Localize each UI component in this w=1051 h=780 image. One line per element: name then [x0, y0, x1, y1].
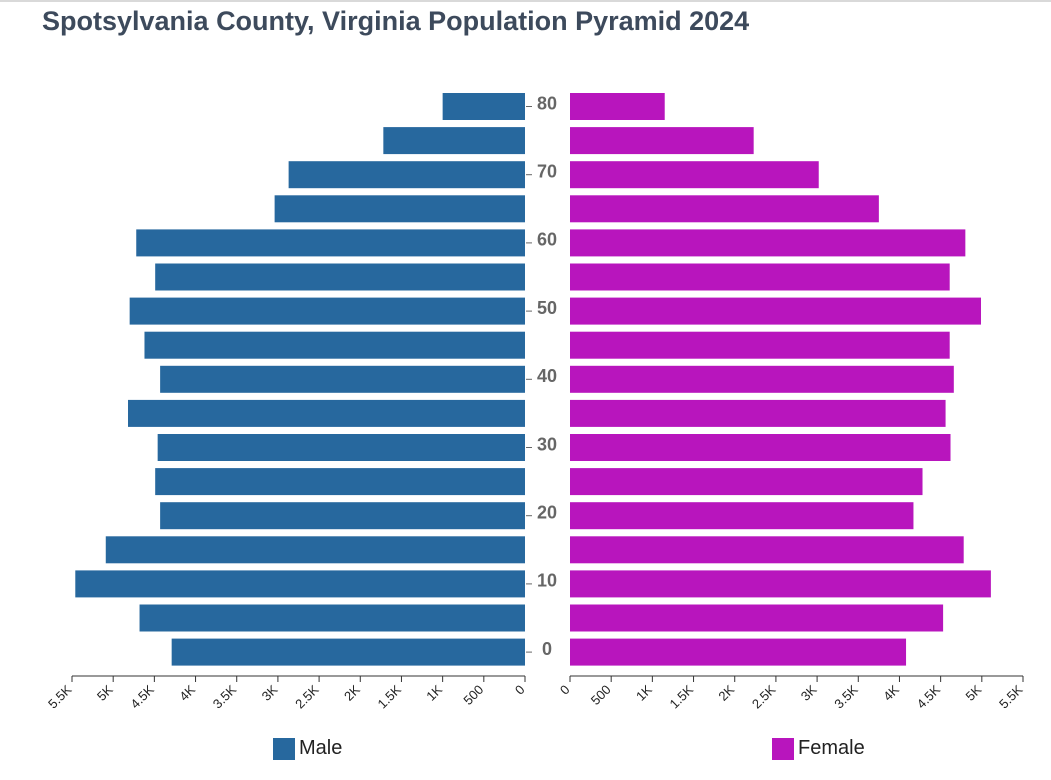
- female-bar-80: [570, 93, 665, 120]
- legend-male[interactable]: Male: [273, 737, 342, 760]
- legend-female[interactable]: Female: [772, 737, 865, 760]
- male-bar-20: [160, 502, 525, 530]
- male-bar-35: [128, 399, 526, 427]
- legend-female-swatch: [772, 737, 794, 760]
- male-bar-40: [160, 365, 525, 393]
- female-axis-label-3K: 3K: [798, 682, 820, 704]
- female-axis-label-0: 0: [557, 682, 573, 698]
- female-bar-25: [570, 468, 923, 496]
- female-bar-50: [570, 297, 981, 325]
- female-axis-label-4K: 4K: [880, 682, 902, 704]
- male-bar-55: [155, 263, 526, 291]
- male-bar-25: [155, 468, 526, 496]
- age-tick-label-60: 60: [537, 230, 557, 250]
- male-axis-label-3K: 3K: [259, 682, 281, 704]
- male-bar-65: [274, 195, 525, 223]
- female-bar-30: [570, 434, 951, 461]
- male-bar-10: [75, 570, 525, 598]
- male-axis-label-4.5K: 4.5K: [127, 682, 157, 712]
- female-bar-75: [570, 127, 754, 155]
- male-bar-30: [157, 434, 525, 461]
- female-axis-label-5.5K: 5.5K: [996, 682, 1026, 712]
- female-axis-label-2.5K: 2.5K: [749, 682, 779, 712]
- age-tick-label-30: 30: [537, 434, 557, 454]
- male-bar-60: [136, 229, 525, 257]
- male-bar-75: [383, 127, 525, 155]
- male-axis-label-1K: 1K: [423, 682, 445, 704]
- age-tick-label-80: 80: [537, 93, 557, 113]
- male-bar-70: [288, 161, 525, 189]
- female-bar-10: [570, 570, 991, 598]
- male-bar-80: [442, 93, 525, 120]
- female-axis-label-4.5K: 4.5K: [914, 682, 944, 712]
- population-pyramid-chart: 0 10 20 30 40 50 60 70 80 5.5K 5K 4.5K 4K 3.5K 3K 2.5K 2…: [45, 93, 1026, 712]
- male-axis-label-2K: 2K: [341, 682, 363, 704]
- legend-male-swatch: [273, 737, 295, 760]
- female-bar-45: [570, 331, 950, 359]
- male-bar-45: [144, 331, 526, 359]
- age-tick-label-20: 20: [537, 502, 557, 522]
- male-axis-label-4K: 4K: [176, 682, 198, 704]
- female-axis-label-1.5K: 1.5K: [667, 682, 697, 712]
- male-bar-50: [129, 297, 525, 325]
- male-axis-label-0: 0: [512, 682, 528, 698]
- female-axis-label-3.5K: 3.5K: [831, 682, 861, 712]
- male-bar-0: [171, 638, 525, 666]
- female-bar-35: [570, 399, 946, 427]
- female-bar-15: [570, 536, 964, 564]
- female-bar-70: [570, 161, 819, 189]
- legend-female-label: Female: [798, 737, 865, 759]
- age-tick-label-70: 70: [537, 161, 557, 181]
- legend-male-label: Male: [299, 737, 343, 759]
- female-bar-0: [570, 638, 907, 666]
- female-bar-55: [570, 263, 950, 291]
- female-bar-40: [570, 365, 954, 393]
- male-axis-label-500: 500: [460, 682, 486, 708]
- female-bar-60: [570, 229, 966, 257]
- female-axis-label-5K: 5K: [963, 682, 985, 704]
- age-tick-label-0: 0: [542, 639, 552, 659]
- female-axis-label-500: 500: [588, 682, 614, 708]
- female-bar-65: [570, 195, 879, 223]
- female-axis-label-2K: 2K: [715, 682, 737, 704]
- female-axis-label-1K: 1K: [633, 682, 655, 704]
- age-tick-label-10: 10: [537, 571, 557, 591]
- top-border: [0, 0, 1051, 2]
- age-tick-label-50: 50: [537, 298, 557, 318]
- male-axis-label-1.5K: 1.5K: [374, 682, 404, 712]
- male-axis-label-3.5K: 3.5K: [210, 682, 240, 712]
- age-tick-label-40: 40: [537, 366, 557, 386]
- male-bar-15: [105, 536, 525, 564]
- chart-title: Spotsylvania County, Virginia Population…: [42, 6, 750, 36]
- male-axis-label-5.5K: 5.5K: [45, 682, 75, 712]
- male-axis-label-2.5K: 2.5K: [292, 682, 322, 712]
- female-bar-20: [570, 502, 914, 530]
- male-bar-5: [139, 604, 525, 632]
- male-axis-label-5K: 5K: [94, 682, 116, 704]
- female-bar-5: [570, 604, 944, 632]
